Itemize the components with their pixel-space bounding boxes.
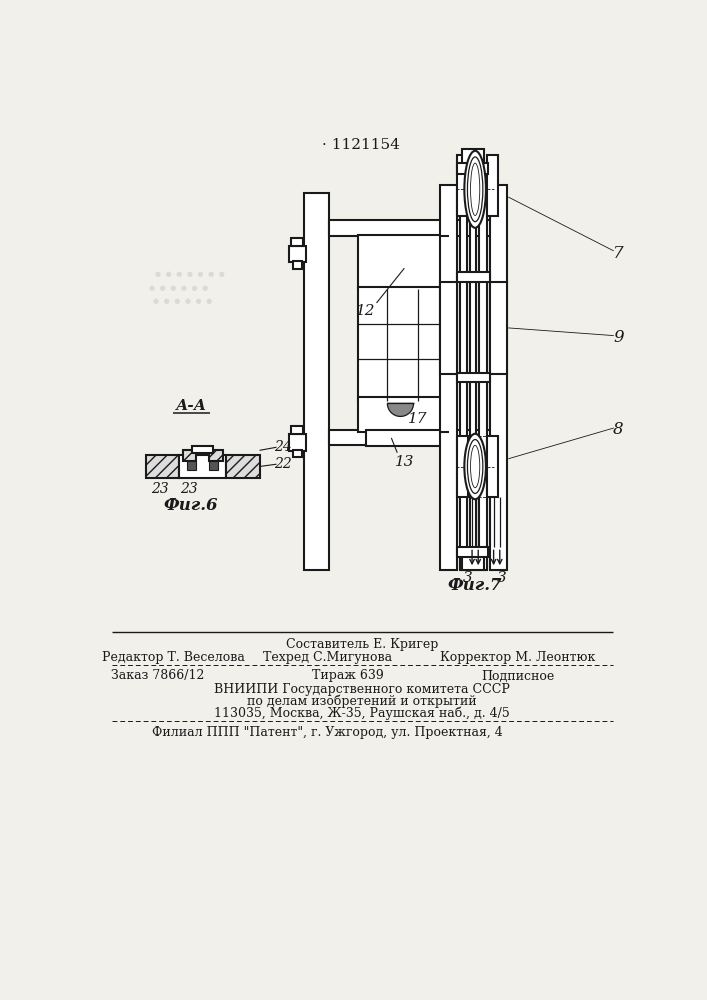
Bar xyxy=(329,430,498,445)
Text: Техред С.Мигунова: Техред С.Мигунова xyxy=(263,651,392,664)
Text: 23: 23 xyxy=(180,482,197,496)
Text: 12: 12 xyxy=(356,304,375,318)
Bar xyxy=(180,455,226,478)
Bar xyxy=(288,434,305,451)
Bar xyxy=(460,185,467,570)
Bar xyxy=(490,185,507,570)
Bar xyxy=(479,185,486,570)
Text: · 1121154: · 1121154 xyxy=(322,138,400,152)
Bar xyxy=(457,547,489,557)
Text: Корректор М. Леонтюк: Корректор М. Леонтюк xyxy=(440,651,595,664)
Text: 17: 17 xyxy=(408,412,427,426)
Bar xyxy=(209,461,218,470)
Bar xyxy=(291,238,303,246)
Bar xyxy=(457,155,468,216)
Bar xyxy=(226,455,259,478)
Text: Редактор Т. Веселова: Редактор Т. Веселова xyxy=(102,651,245,664)
Text: ●  ●  ●  ●  ●  ●: ● ● ● ● ● ● xyxy=(149,285,209,291)
Text: 22: 22 xyxy=(274,457,291,471)
Text: Тираж 639: Тираж 639 xyxy=(312,669,384,682)
Text: 7: 7 xyxy=(613,245,624,262)
Bar xyxy=(358,235,449,289)
Ellipse shape xyxy=(464,151,486,228)
Text: по делам изобретений и открытий: по делам изобретений и открытий xyxy=(247,695,477,708)
Bar xyxy=(146,455,180,478)
Bar xyxy=(440,282,457,374)
Text: А-А: А-А xyxy=(176,399,207,413)
Bar xyxy=(187,461,197,470)
Bar xyxy=(440,185,457,570)
Bar xyxy=(469,185,476,570)
Bar xyxy=(304,193,329,570)
Text: 24: 24 xyxy=(274,440,291,454)
Text: 3: 3 xyxy=(497,571,507,585)
Bar xyxy=(457,373,490,382)
Text: Составитель Е. Кригер: Составитель Е. Кригер xyxy=(286,638,438,651)
Text: Фиг.7: Фиг.7 xyxy=(448,577,503,594)
Bar xyxy=(366,430,441,446)
Bar xyxy=(192,446,214,453)
Bar xyxy=(358,287,449,401)
Wedge shape xyxy=(387,403,414,416)
Bar xyxy=(291,426,303,434)
Bar xyxy=(462,149,484,166)
Bar xyxy=(457,272,490,282)
Text: Подписное: Подписное xyxy=(481,669,554,682)
Bar xyxy=(486,436,498,497)
Bar xyxy=(288,246,305,262)
Bar xyxy=(358,397,449,432)
Text: Филиал ППП "Патент", г. Ужгород, ул. Проектная, 4: Филиал ППП "Патент", г. Ужгород, ул. Про… xyxy=(152,726,503,739)
Bar xyxy=(490,282,507,374)
Text: ВНИИПИ Государственного комитета СССР: ВНИИПИ Государственного комитета СССР xyxy=(214,683,510,696)
Bar xyxy=(486,155,498,216)
Text: 9: 9 xyxy=(613,329,624,346)
Text: Фиг.6: Фиг.6 xyxy=(163,497,218,514)
Bar xyxy=(209,450,223,461)
Text: 3: 3 xyxy=(462,571,472,585)
Text: 23: 23 xyxy=(151,482,168,496)
Ellipse shape xyxy=(464,434,486,499)
Bar xyxy=(457,163,489,174)
Text: Заказ 7866/12: Заказ 7866/12 xyxy=(111,669,204,682)
Bar xyxy=(462,554,484,570)
Text: 13: 13 xyxy=(395,455,414,469)
Text: ●  ●  ●  ●  ●  ●: ● ● ● ● ● ● xyxy=(153,298,212,304)
Bar xyxy=(293,261,302,269)
Text: 8: 8 xyxy=(613,421,624,438)
Text: 113035, Москва, Ж-35, Раушская наб., д. 4/5: 113035, Москва, Ж-35, Раушская наб., д. … xyxy=(214,707,510,720)
Text: ●  ●  ●  ●  ●  ●  ●: ● ● ● ● ● ● ● xyxy=(156,271,226,277)
Bar xyxy=(293,450,302,457)
Bar xyxy=(329,220,498,235)
Bar xyxy=(457,436,468,497)
Bar xyxy=(182,450,197,461)
